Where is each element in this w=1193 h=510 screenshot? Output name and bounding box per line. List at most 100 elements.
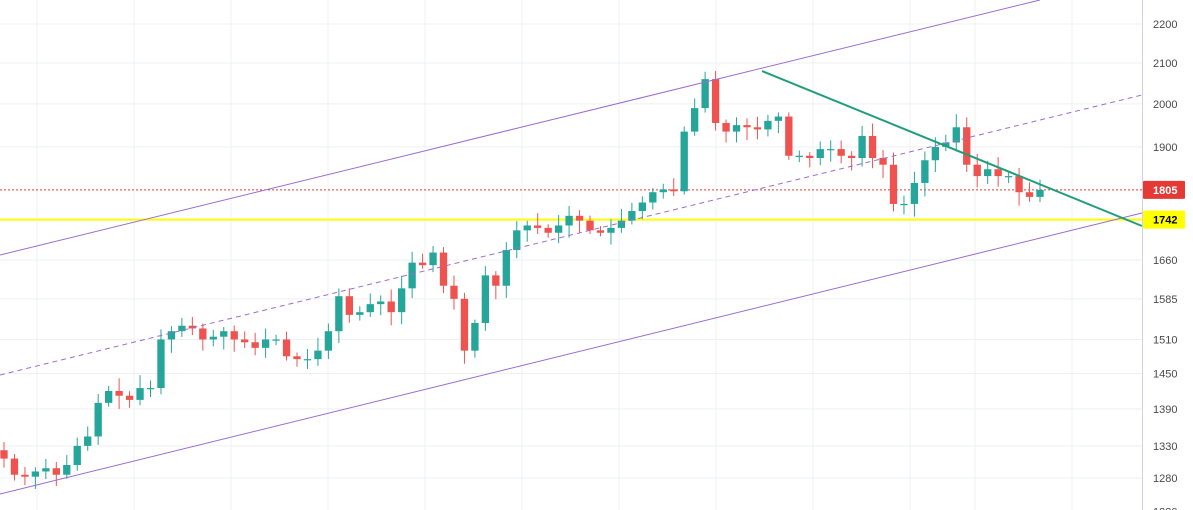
tick-label: 1280 — [1153, 473, 1177, 485]
candle — [774, 112, 783, 134]
level-tag: 1742 — [1143, 210, 1185, 229]
candle — [84, 426, 92, 451]
candle-body — [251, 342, 259, 348]
candle — [439, 247, 448, 294]
candle-body — [711, 79, 720, 123]
candle-body — [994, 169, 1002, 177]
candle-body — [282, 339, 291, 357]
candle — [408, 251, 416, 299]
candle-body — [900, 203, 908, 206]
candle-body — [178, 325, 186, 332]
candle — [554, 215, 563, 244]
candle — [261, 328, 270, 358]
candle-body — [429, 252, 437, 266]
candle-body — [879, 157, 887, 165]
candle — [136, 375, 144, 406]
candle — [52, 462, 60, 487]
candle — [282, 331, 291, 361]
candle — [691, 98, 699, 136]
candle-body — [303, 359, 312, 361]
candle — [879, 150, 887, 178]
candle-body — [104, 390, 113, 403]
candle — [0, 441, 8, 468]
candle-body — [272, 339, 280, 341]
candle-body — [534, 225, 542, 228]
candle-body — [984, 169, 992, 177]
candle-body — [188, 325, 197, 329]
candle — [806, 152, 814, 168]
price-axis[interactable]: 2200 2100 2000 1900 1660 1585 1510 1450 1390 1330… — [1142, 0, 1186, 510]
candle — [827, 140, 835, 162]
candle-body — [764, 120, 772, 130]
channel-middle — [0, 94, 1143, 376]
candle — [764, 114, 772, 137]
candle-body — [785, 116, 793, 156]
candle-body — [335, 296, 343, 332]
candle-body — [868, 135, 877, 158]
candle-body — [753, 127, 762, 130]
candle-body — [921, 160, 929, 183]
candle — [387, 289, 395, 326]
candle-body — [261, 339, 270, 348]
candle — [889, 152, 898, 212]
candle-body — [565, 215, 573, 226]
candle — [199, 323, 207, 351]
candle-body — [460, 298, 469, 351]
candle — [544, 224, 552, 238]
candle-body — [241, 339, 249, 343]
candle-body — [63, 465, 71, 475]
candle — [921, 151, 929, 197]
candle — [701, 71, 709, 113]
candle-body — [1015, 176, 1023, 193]
candle-body — [649, 192, 657, 203]
candle-body — [1036, 189, 1044, 197]
candle — [471, 319, 479, 358]
candle — [596, 226, 605, 237]
candle-body — [910, 182, 919, 204]
candle-body — [73, 445, 81, 466]
candle — [345, 288, 353, 323]
candle-body — [973, 164, 981, 177]
candle-body — [586, 220, 594, 231]
candle-body — [931, 146, 940, 161]
candle-body — [397, 288, 406, 313]
tick-label: 1585 — [1153, 294, 1177, 306]
candle-body — [774, 116, 783, 121]
candle — [900, 195, 908, 215]
channel-upper — [0, 0, 1041, 256]
tick-label: 1450 — [1153, 368, 1177, 380]
candle-body — [220, 331, 228, 337]
candle-body — [795, 155, 803, 157]
candle-body — [722, 122, 730, 132]
candle — [868, 123, 877, 169]
candle — [125, 391, 134, 408]
candle — [785, 112, 793, 160]
candle-body — [209, 336, 217, 340]
candle — [963, 117, 971, 173]
candle — [837, 140, 845, 164]
candle — [795, 150, 803, 163]
candle-body — [659, 189, 667, 193]
candle-body — [418, 262, 427, 266]
candle-body — [52, 468, 60, 475]
candle-body — [0, 450, 8, 459]
candle-body — [1025, 192, 1034, 197]
candlestick-series — [0, 70, 1044, 489]
candle-body — [889, 164, 898, 204]
candle — [314, 337, 322, 366]
candle-body — [21, 474, 29, 477]
price-tag-label: 1805 — [1153, 185, 1177, 197]
candle-body — [471, 322, 479, 351]
candle-body — [377, 301, 385, 305]
candle — [167, 326, 176, 353]
candle — [209, 329, 217, 347]
candle — [157, 329, 165, 395]
candle — [680, 126, 688, 195]
tick-label: 1230 — [1153, 506, 1177, 510]
candle — [460, 292, 469, 364]
candle-body — [314, 350, 322, 360]
downtrend-line — [761, 70, 1143, 227]
candle — [146, 380, 155, 397]
candle-body — [743, 125, 751, 128]
